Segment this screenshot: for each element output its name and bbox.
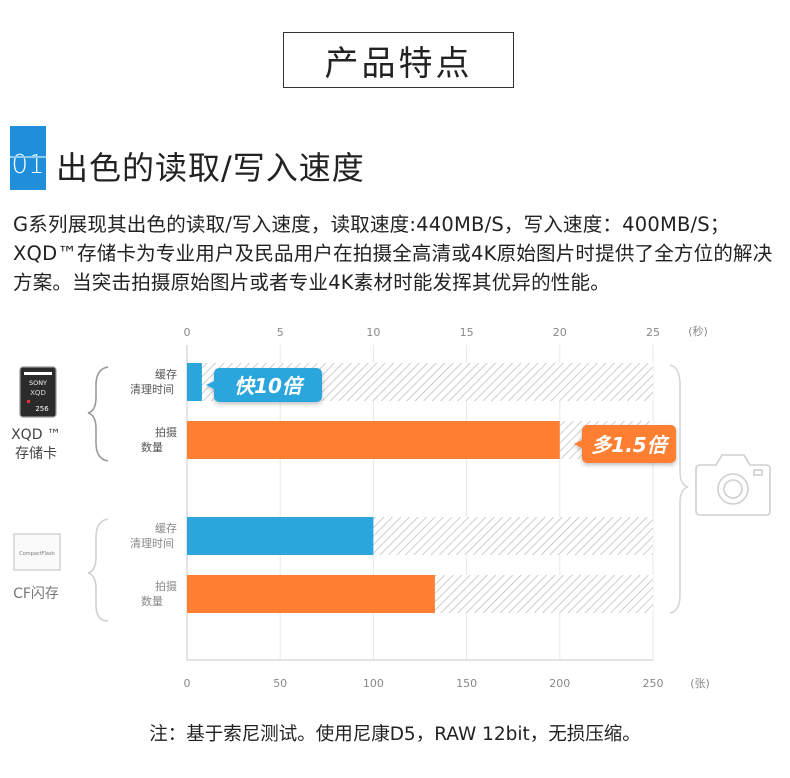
bar-label-line2: 清理时间 (130, 383, 174, 396)
bar-label-line1: 缓存 (155, 367, 177, 381)
section-number-divider (10, 156, 46, 158)
top-tick-label: 25 (646, 326, 660, 339)
fast-10x-callout: 快10倍 (206, 368, 322, 402)
cf-card-image: CompactFlash (13, 533, 61, 571)
bar-label-line1: 拍摄 (155, 579, 177, 593)
top-tick-label: 15 (460, 326, 474, 339)
bar-label-line1: 缓存 (155, 521, 177, 535)
bottom-tick-label: 150 (456, 677, 477, 690)
footnote: 注：基于索尼测试。使用尼康D5，RAW 12bit，无损压缩。 (149, 724, 641, 745)
chart-bars (187, 363, 653, 613)
page-title: 产品特点 (283, 32, 514, 88)
cf-label: CF闪存 (13, 586, 59, 602)
svg-text:XQD: XQD (30, 389, 46, 397)
top-tick-label: 20 (553, 326, 567, 339)
section-number: 01 (11, 150, 45, 180)
svg-text:256: 256 (35, 405, 49, 413)
xqd-label-line1: XQD ™ (11, 427, 61, 443)
bottom-tick-label: 250 (643, 677, 664, 690)
top-axis-unit: (秒) (688, 324, 708, 338)
cache-clear-time-bar (187, 363, 202, 401)
svg-text:SONY: SONY (29, 379, 47, 387)
bottom-tick-label: 50 (273, 677, 287, 690)
camera-icon (695, 454, 771, 516)
right-group-brace (669, 364, 689, 614)
bottom-tick-label: 200 (549, 677, 570, 690)
bar-label-line2: 数量 (141, 595, 163, 608)
bottom-tick-label: 100 (363, 677, 384, 690)
bar-label-line2: 清理时间 (130, 537, 174, 550)
cf-group-brace (87, 518, 109, 622)
bottom-axis-ticks: 0 50 100 150 200 250 (184, 677, 664, 690)
more-callout-text: 多1.5倍 (591, 433, 669, 457)
xqd-card-image: SONY XQD 256 (19, 366, 57, 418)
bar-label-line2: 数量 (141, 441, 163, 454)
bar-label-line1: 拍摄 (155, 425, 177, 439)
top-tick-label: 5 (277, 326, 284, 339)
shot-count-bar (187, 575, 435, 613)
top-tick-label: 10 (366, 326, 380, 339)
speed-comparison-chart: 0 5 10 15 20 25 (秒) 0 50 100 150 200 250 (张) 缓存清理时… (11, 324, 771, 690)
cache-clear-time-bar (187, 517, 374, 555)
xqd-group-brace (87, 366, 109, 462)
section-description: G系列展现其出色的读取/写入速度，读取速度:440MB/S，写入速度：400MB… (13, 213, 773, 294)
shot-count-bar (187, 421, 560, 459)
section-number-badge: 01 (10, 126, 46, 190)
bottom-axis-unit: (张) (690, 677, 710, 690)
fast-callout-text: 快10倍 (234, 374, 305, 398)
top-axis-ticks: 0 5 10 15 20 25 (184, 326, 661, 339)
more-1.5x-callout: 多1.5倍 (574, 425, 676, 463)
svg-text:CompactFlash: CompactFlash (19, 551, 54, 557)
section-title: 出色的读取/写入速度 (56, 149, 365, 187)
bottom-tick-label: 0 (184, 677, 191, 690)
xqd-label-line2: 存储卡 (15, 446, 57, 462)
top-tick-label: 0 (184, 326, 191, 339)
